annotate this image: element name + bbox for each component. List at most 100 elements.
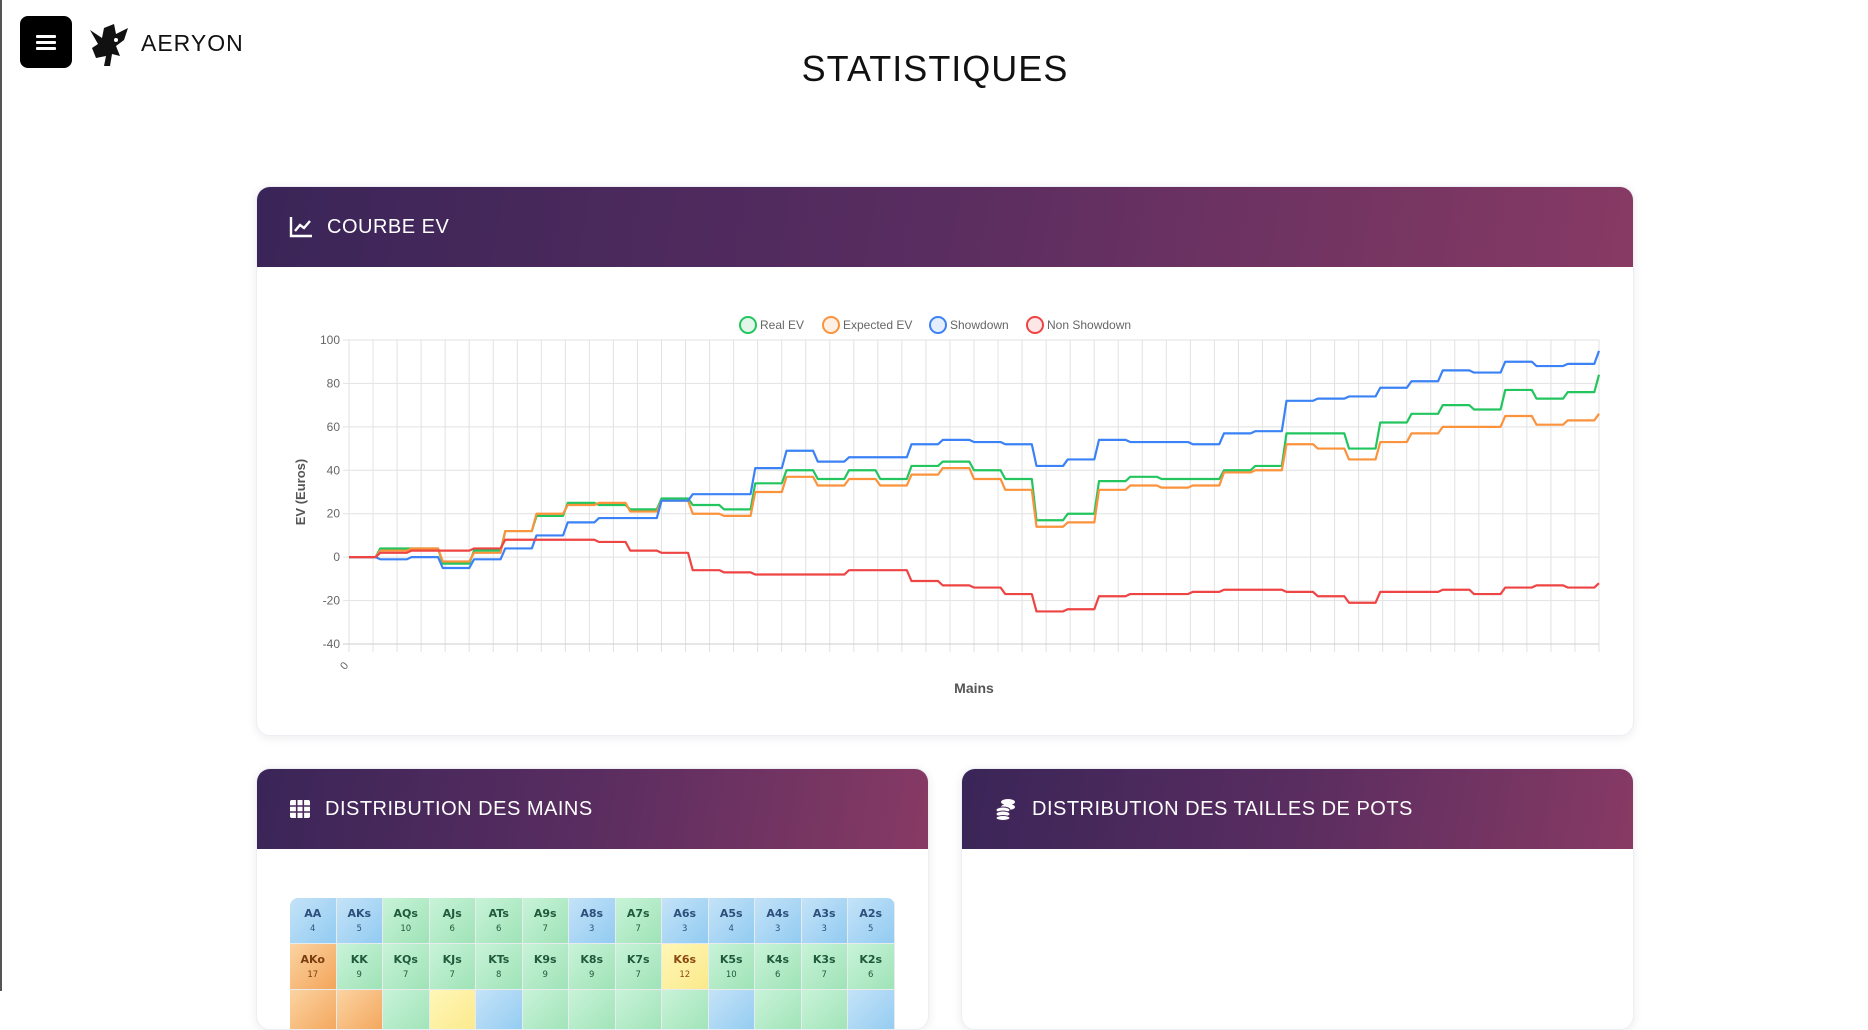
hand-cell[interactable] xyxy=(336,990,383,1029)
hand-count: 6 xyxy=(868,970,874,980)
y-tick-label: -20 xyxy=(323,594,341,608)
hand-label: K8s xyxy=(580,953,604,966)
hand-cell[interactable]: KQs 7 xyxy=(383,944,430,990)
series-line-non-showdown xyxy=(349,538,1600,613)
hand-cell[interactable]: K6s 12 xyxy=(662,944,709,990)
hand-count: 17 xyxy=(307,970,319,980)
hand-label: AKs xyxy=(347,907,372,920)
hand-cell[interactable]: A2s 5 xyxy=(848,898,895,944)
y-tick-label: 80 xyxy=(327,376,341,390)
hand-count: 4 xyxy=(728,924,734,934)
hands-card-header: DISTRIBUTION DES MAINS xyxy=(257,769,928,849)
hand-cell[interactable]: K7s 7 xyxy=(615,944,662,990)
hand-label: A4s xyxy=(766,907,790,920)
hand-count: 9 xyxy=(589,970,595,980)
hand-label: KK xyxy=(350,953,368,966)
pots-card-title: DISTRIBUTION DES TAILLES DE POTS xyxy=(1032,797,1413,820)
hand-cell[interactable]: K2s 6 xyxy=(848,944,895,990)
hand-cell[interactable]: A7s 7 xyxy=(615,898,662,944)
hand-cell[interactable]: K4s 6 xyxy=(755,944,802,990)
hand-label: A7s xyxy=(626,907,650,920)
hand-cell[interactable] xyxy=(801,990,848,1029)
hand-count: 7 xyxy=(449,970,455,980)
hand-cell[interactable]: K3s 7 xyxy=(801,944,848,990)
hand-cell[interactable] xyxy=(429,990,476,1029)
hand-cell[interactable]: AKs 5 xyxy=(336,898,383,944)
menu-button[interactable] xyxy=(20,16,72,68)
hand-cell[interactable]: K9s 9 xyxy=(522,944,569,990)
hand-cell[interactable]: A3s 3 xyxy=(801,898,848,944)
hand-cell[interactable]: ATs 6 xyxy=(476,898,523,944)
hand-count: 7 xyxy=(821,970,827,980)
legend-marker xyxy=(1026,316,1044,334)
legend-label: Showdown xyxy=(950,318,1009,332)
table-grid-icon xyxy=(290,800,310,818)
series-line-expected-ev xyxy=(349,413,1600,563)
hand-label: A2s xyxy=(859,907,883,920)
legend-marker xyxy=(822,316,840,334)
ev-card-header: COURBE EV xyxy=(257,187,1633,267)
hand-cell[interactable]: A4s 3 xyxy=(755,898,802,944)
hand-label: KQs xyxy=(393,953,418,966)
hand-count: 3 xyxy=(775,924,781,934)
hand-count: 10 xyxy=(400,924,412,934)
hand-count: 9 xyxy=(542,970,548,980)
hand-cell[interactable]: K5s 10 xyxy=(708,944,755,990)
pots-card-header: DISTRIBUTION DES TAILLES DE POTS xyxy=(962,769,1633,849)
hand-cell[interactable] xyxy=(476,990,523,1029)
y-tick-label: 0 xyxy=(333,550,340,564)
hand-label: K3s xyxy=(812,953,836,966)
hand-cell[interactable]: AJs 6 xyxy=(429,898,476,944)
hand-label: K4s xyxy=(766,953,790,966)
hand-cell[interactable] xyxy=(383,990,430,1029)
hand-count: 4 xyxy=(310,924,316,934)
x-tick-label: 0 xyxy=(338,660,351,672)
hand-count: 5 xyxy=(868,924,874,934)
hand-cell[interactable] xyxy=(662,990,709,1029)
hand-cell[interactable] xyxy=(708,990,755,1029)
legend-label: Expected EV xyxy=(843,318,912,332)
hand-cell[interactable]: AKo 17 xyxy=(290,944,337,990)
hand-cell[interactable] xyxy=(755,990,802,1029)
hand-cell[interactable] xyxy=(615,990,662,1029)
hand-label: A6s xyxy=(673,907,697,920)
hand-label: K2s xyxy=(859,953,883,966)
hand-count: 5 xyxy=(356,924,362,934)
brand-name: AERYON xyxy=(141,30,244,56)
hand-count: 7 xyxy=(635,924,641,934)
hand-cell[interactable]: A9s 7 xyxy=(522,898,569,944)
hand-cell[interactable]: A5s 4 xyxy=(708,898,755,944)
hand-cell[interactable] xyxy=(290,990,337,1029)
hand-cell[interactable]: KK 9 xyxy=(336,944,383,990)
hand-cell[interactable]: K8s 9 xyxy=(569,944,616,990)
aeryon-logo-icon xyxy=(90,24,128,66)
hand-cell[interactable]: A8s 3 xyxy=(569,898,616,944)
hand-count: 6 xyxy=(449,924,455,934)
y-tick-label: -40 xyxy=(323,637,341,651)
hand-count: 3 xyxy=(589,924,595,934)
hand-cell[interactable]: A6s 3 xyxy=(662,898,709,944)
y-tick-label: 20 xyxy=(327,507,341,521)
hand-label: A9s xyxy=(533,907,557,920)
hand-label: KTs xyxy=(488,953,510,966)
hand-cell[interactable]: AQs 10 xyxy=(383,898,430,944)
coins-icon xyxy=(995,799,1015,821)
legend-label: Non Showdown xyxy=(1047,318,1131,332)
hand-label: AQs xyxy=(393,907,418,920)
hand-label: KJs xyxy=(442,953,462,966)
hand-cell[interactable]: KTs 8 xyxy=(476,944,523,990)
hand-cell[interactable] xyxy=(522,990,569,1029)
legend-marker xyxy=(739,316,757,334)
hand-count: 3 xyxy=(821,924,827,934)
hand-label: K7s xyxy=(626,953,650,966)
pot-size-distribution-card: DISTRIBUTION DES TAILLES DE POTS xyxy=(961,768,1634,1030)
hand-cell[interactable] xyxy=(569,990,616,1029)
hand-cell[interactable] xyxy=(848,990,895,1029)
hand-cell[interactable]: AA 4 xyxy=(290,898,337,944)
ev-card-title: COURBE EV xyxy=(327,215,450,238)
legend-marker xyxy=(929,316,947,334)
hand-count: 7 xyxy=(542,924,548,934)
hand-count: 6 xyxy=(775,970,781,980)
hand-cell[interactable]: KJs 7 xyxy=(429,944,476,990)
x-axis-title: Mains xyxy=(954,680,994,696)
